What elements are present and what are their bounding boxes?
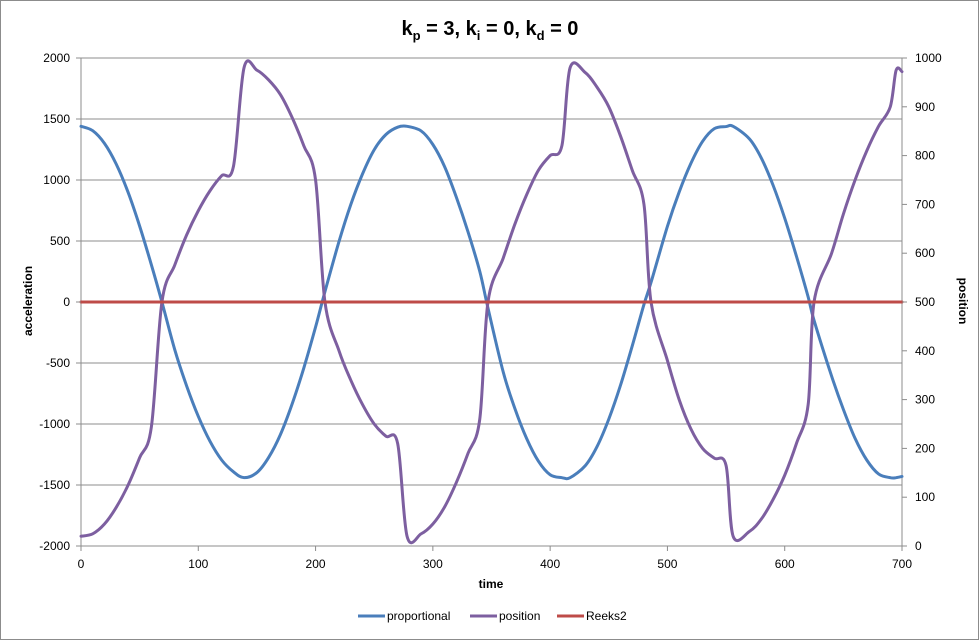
right-axis-ticks: 0 100 200 300 400 500 600 700 800 900 1000 (902, 51, 942, 553)
title-part-2: k (525, 18, 537, 40)
title-rest-1: = 0, (480, 18, 525, 40)
left-tick-label: 0 (63, 295, 70, 309)
x-tick-label: 700 (892, 557, 912, 571)
x-axis-ticks: 0 100 200 300 400 500 600 700 (78, 546, 912, 571)
x-tick-label: 100 (188, 557, 208, 571)
right-tick-label: 800 (915, 149, 935, 163)
right-tick-label: 1000 (915, 51, 942, 65)
right-axis-title: position (956, 278, 970, 325)
title-part-1: k (466, 18, 478, 40)
left-tick-label: -1000 (39, 417, 70, 431)
title-subscript-0: p (413, 28, 421, 43)
left-tick-label: 500 (50, 234, 70, 248)
legend-label-position: position (499, 609, 540, 623)
left-tick-label: -1500 (39, 478, 70, 492)
chart-title: kp = 3, ki = 0, kd = 0 (402, 18, 579, 43)
x-tick-label: 400 (540, 557, 560, 571)
left-tick-label: -500 (46, 356, 70, 370)
left-tick-label: 1000 (43, 173, 70, 187)
series-line-proportional (79, 123, 904, 481)
left-tick-label: 1500 (43, 112, 70, 126)
title-part-0: k (402, 18, 414, 40)
left-axis-ticks: -2000 -1500 -1000 -500 0 500 1000 1500 2000 (39, 51, 81, 553)
right-tick-label: 300 (915, 393, 935, 407)
x-axis-title: time (479, 577, 504, 591)
x-tick-label: 0 (78, 557, 85, 571)
x-tick-label: 300 (423, 557, 443, 571)
left-axis-title: acceleration (21, 266, 35, 336)
right-tick-label: 200 (915, 441, 935, 455)
left-tick-label: 2000 (43, 51, 70, 65)
right-tick-label: 0 (915, 539, 922, 553)
x-tick-label: 600 (775, 557, 795, 571)
right-tick-label: 400 (915, 344, 935, 358)
x-tick-label: 500 (657, 557, 677, 571)
legend-label-proportional: proportional (387, 609, 450, 623)
right-tick-label: 500 (915, 295, 935, 309)
x-tick-label: 200 (306, 557, 326, 571)
title-rest-0: = 3, (421, 18, 466, 40)
legend: proportional position Reeks2 (358, 609, 627, 623)
right-tick-label: 600 (915, 246, 935, 260)
right-tick-label: 900 (915, 100, 935, 114)
title-subscript-2: d (537, 28, 545, 43)
right-tick-label: 700 (915, 197, 935, 211)
title-rest-2: = 0 (545, 18, 579, 40)
left-tick-label: -2000 (39, 539, 70, 553)
title-subscript-1: i (477, 28, 481, 43)
series-layer (79, 59, 904, 545)
legend-label-reeks2: Reeks2 (586, 609, 627, 623)
right-tick-label: 100 (915, 490, 935, 504)
